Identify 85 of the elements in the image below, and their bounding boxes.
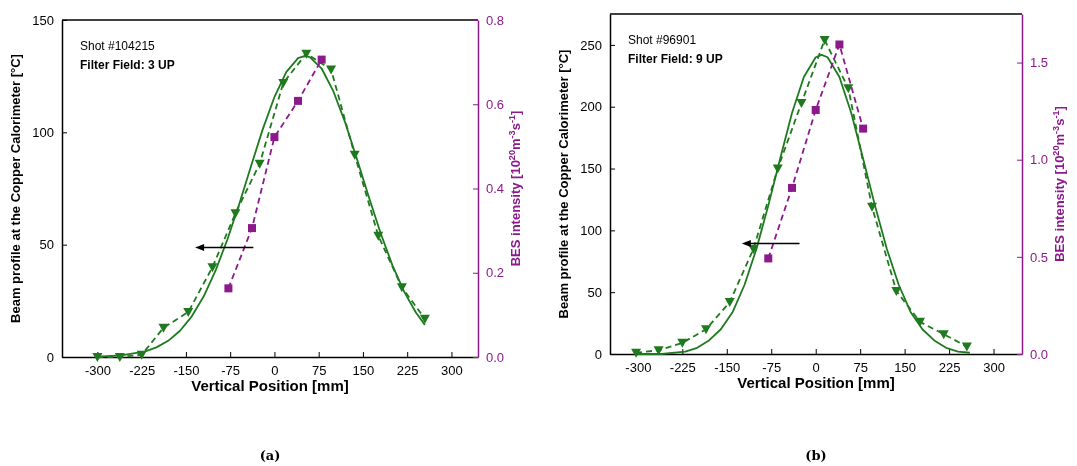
x-tick-label: 75 <box>311 363 327 379</box>
point <box>207 263 218 273</box>
x-tick-label: -75 <box>221 363 241 379</box>
x-tick-label: 225 <box>396 363 419 379</box>
y2-tick-label: 0.2 <box>486 265 505 281</box>
point <box>867 202 878 212</box>
point <box>224 284 233 293</box>
x-tick-label: -225 <box>669 360 696 376</box>
point <box>891 286 902 296</box>
point <box>631 348 642 358</box>
y2-tick-label: 0.0 <box>1030 346 1049 362</box>
y-tick-label: 50 <box>39 237 54 253</box>
point <box>373 231 384 241</box>
point <box>254 159 265 169</box>
x-tick-label: 150 <box>894 360 916 376</box>
text: (b) <box>805 448 827 463</box>
point <box>317 55 326 64</box>
point <box>136 350 147 360</box>
annotation: Shot #104215 <box>80 39 156 53</box>
point <box>796 99 807 109</box>
x-tick-label: 225 <box>938 360 961 376</box>
point <box>748 244 759 254</box>
y-tick-label: 200 <box>580 99 602 115</box>
y2-tick-label: 0.4 <box>486 181 505 197</box>
point <box>270 133 279 142</box>
annotation: Filter Field: 3 UP <box>80 58 175 72</box>
x-tick-label: -150 <box>714 360 741 376</box>
x-tick-label: 75 <box>853 360 868 376</box>
x-tick-label: -150 <box>173 363 200 379</box>
point <box>843 84 854 94</box>
point <box>764 254 773 263</box>
point <box>294 96 303 105</box>
y-tick-label: 100 <box>32 124 54 140</box>
point <box>301 49 312 59</box>
point <box>961 342 972 352</box>
annotation: Filter Field: 9 UP <box>628 52 723 66</box>
x-tick-label: 300 <box>441 363 463 379</box>
x-tick-label: -300 <box>84 363 111 379</box>
point <box>158 323 169 333</box>
point <box>915 317 926 327</box>
x-tick-label: 0 <box>271 363 279 379</box>
point <box>938 330 949 340</box>
point <box>349 150 360 160</box>
point <box>183 308 194 318</box>
point <box>677 338 688 348</box>
y-tick-label: 250 <box>580 37 602 53</box>
y-tick-label: 150 <box>580 161 602 177</box>
text: (a) <box>259 448 281 463</box>
point <box>114 353 125 362</box>
point <box>811 105 820 114</box>
point <box>230 209 241 219</box>
x-axis-title: Vertical Position [mm] <box>737 374 895 391</box>
y-tick-label: 0 <box>594 346 602 362</box>
y-tick-label: 50 <box>587 284 602 300</box>
point <box>819 35 830 45</box>
x-axis-title: Vertical Position [mm] <box>191 377 349 394</box>
y2-tick-label: 0.5 <box>1030 249 1049 265</box>
point <box>278 78 289 88</box>
y-axis-title: Beam profile at the Copper Calorimeter [°C] <box>556 49 571 319</box>
y2-tick-label: 1.0 <box>1030 152 1049 168</box>
point <box>724 298 735 308</box>
point <box>419 314 430 324</box>
point <box>248 224 256 233</box>
annotation: Shot #96901 <box>628 33 697 47</box>
y2-tick-label: 1.5 <box>1030 55 1049 71</box>
point <box>835 40 844 49</box>
point <box>787 183 796 192</box>
x-tick-label: 0 <box>812 360 820 376</box>
y-tick-label: 100 <box>580 223 602 239</box>
point <box>396 283 407 293</box>
point <box>92 353 103 362</box>
x-tick-label: -300 <box>625 360 652 376</box>
x-tick-label: 300 <box>983 360 1005 376</box>
y-tick-label: 150 <box>32 12 54 28</box>
y-axis-title: Beam profile at the Copper Calorimeter [°C] <box>8 54 23 323</box>
y2-tick-label: 0.6 <box>486 96 505 112</box>
x-tick-label: 150 <box>352 363 375 379</box>
y2-tick-label: 0.0 <box>486 349 505 365</box>
x-tick-label: -225 <box>129 363 156 379</box>
point <box>859 124 868 133</box>
x-tick-label: -75 <box>762 360 782 376</box>
point <box>326 65 337 75</box>
y-tick-label: 0 <box>46 349 54 365</box>
point <box>701 325 712 335</box>
y2-tick-label: 0.8 <box>486 12 505 28</box>
